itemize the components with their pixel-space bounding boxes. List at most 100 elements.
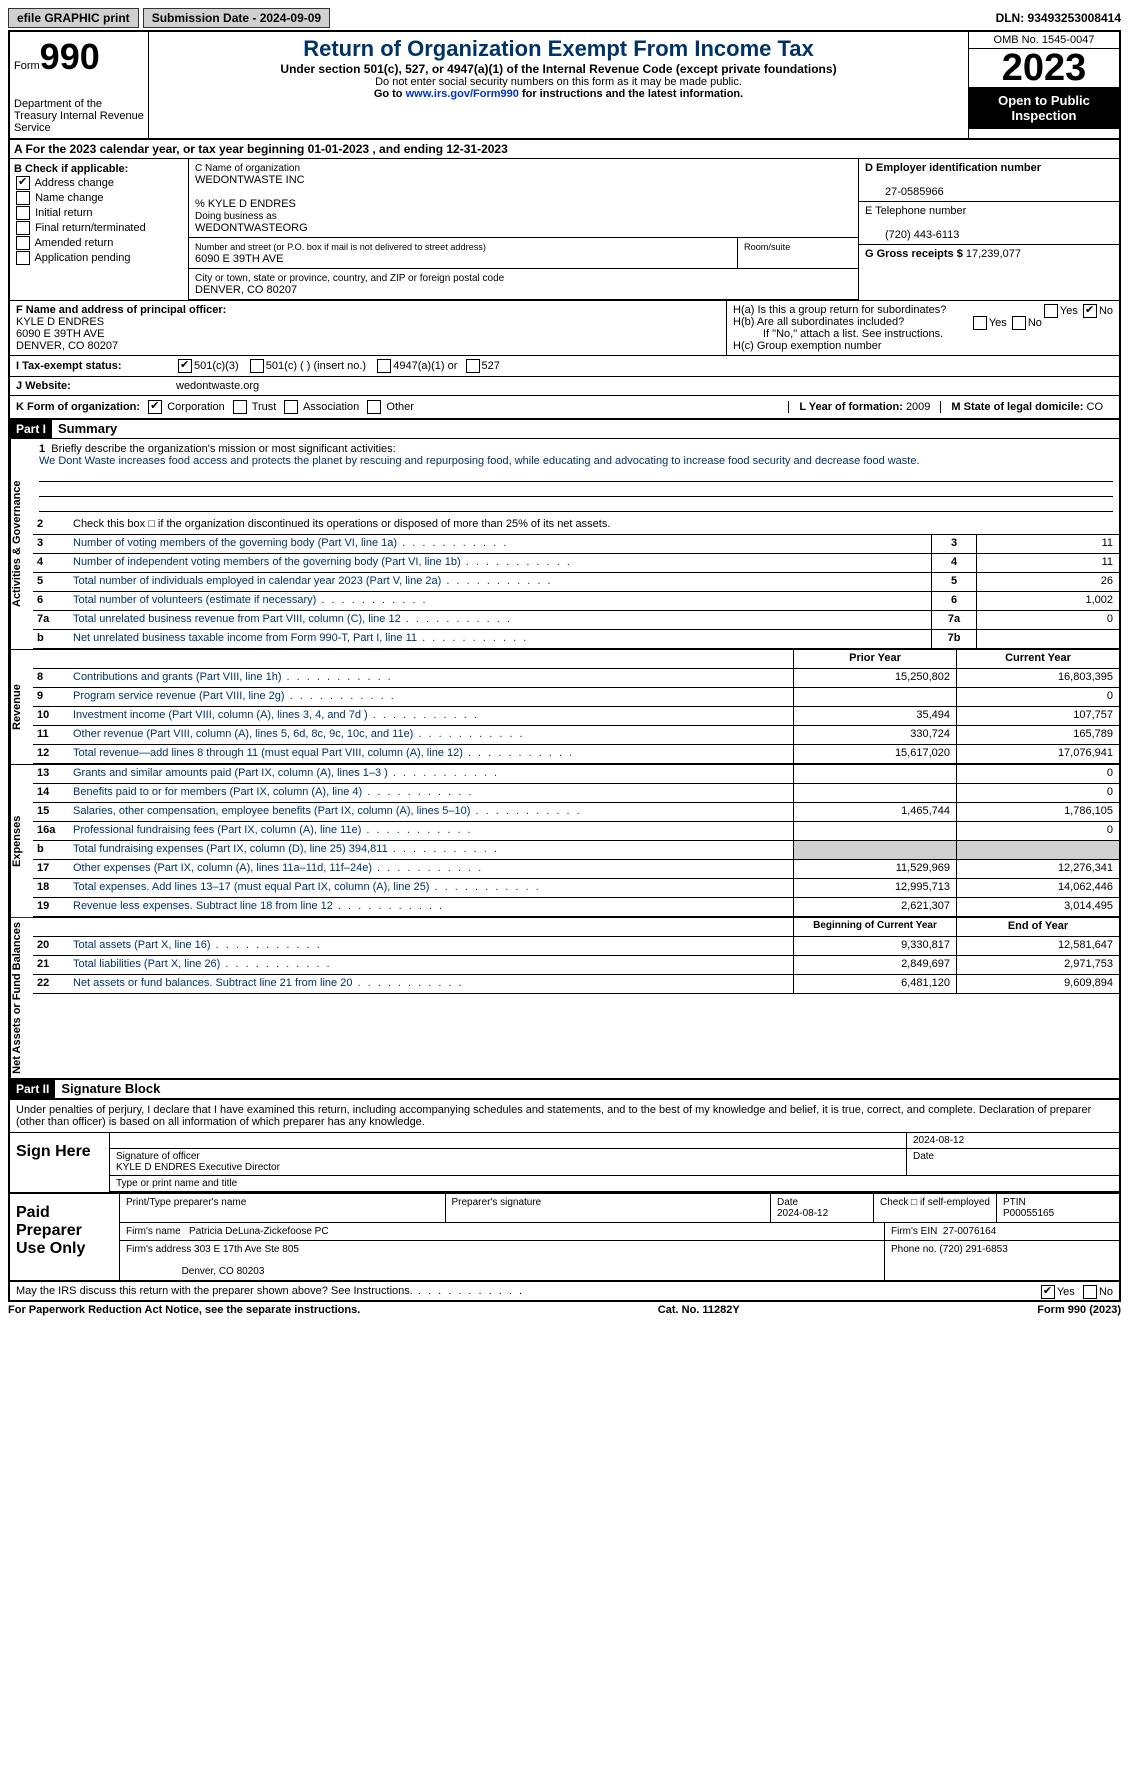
ein-value: 27-0585966 <box>865 186 944 198</box>
net-row-21: 21Total liabilities (Part X, line 26)2,8… <box>33 956 1119 975</box>
cb-final-return[interactable]: Final return/terminated <box>14 221 184 235</box>
rev-row-11: 11Other revenue (Part VIII, column (A), … <box>33 726 1119 745</box>
ha-no[interactable] <box>1083 304 1097 318</box>
open-inspection: Open to Public Inspection <box>969 87 1119 129</box>
h-c: H(c) Group exemption number <box>733 340 1113 352</box>
cb-4947[interactable] <box>377 359 391 373</box>
sign-here-label: Sign Here <box>10 1133 110 1192</box>
exp-row-15: 15Salaries, other compensation, employee… <box>33 803 1119 822</box>
cb-address-change[interactable]: Address change <box>14 176 184 190</box>
tax-year: 2023 <box>969 49 1119 87</box>
city-cell: City or town, state or province, country… <box>189 269 858 300</box>
footer-right: Form 990 (2023) <box>1037 1304 1121 1316</box>
exp-row-b: bTotal fundraising expenses (Part IX, co… <box>33 841 1119 860</box>
care-of: % KYLE D ENDRES <box>195 198 296 210</box>
form-id-block: Form990 Department of the Treasury Inter… <box>10 32 149 138</box>
discuss-yes[interactable] <box>1041 1285 1055 1299</box>
mission-text: We Dont Waste increases food access and … <box>39 455 920 467</box>
section-b-checkboxes: B Check if applicable: Address change Na… <box>10 159 189 300</box>
activities-governance-section: Activities & Governance 1 Briefly descri… <box>10 438 1119 649</box>
h-note: If "No," attach a list. See instructions… <box>733 328 1113 340</box>
form-title-block: Return of Organization Exempt From Incom… <box>149 32 968 138</box>
part2-header: Part IISignature Block <box>10 1078 1119 1098</box>
row-a-period: A For the 2023 calendar year, or tax yea… <box>10 140 1119 159</box>
gross-receipts-cell: G Gross receipts $ 17,239,077 <box>859 245 1119 263</box>
page-footer: For Paperwork Reduction Act Notice, see … <box>8 1302 1121 1318</box>
h-block: H(a) Is this a group return for subordin… <box>727 301 1119 355</box>
side-net-assets: Net Assets or Fund Balances <box>10 918 33 1078</box>
address-grid: Number and street (or P.O. box if mail i… <box>189 238 858 269</box>
h-a: H(a) Is this a group return for subordin… <box>733 304 1113 316</box>
cb-initial-return[interactable]: Initial return <box>14 206 184 220</box>
rev-row-12: 12Total revenue—add lines 8 through 11 (… <box>33 745 1119 764</box>
gov-row-b: bNet unrelated business taxable income f… <box>33 630 1119 649</box>
exp-row-13: 13Grants and similar amounts paid (Part … <box>33 765 1119 784</box>
dln: DLN: 93493253008414 <box>996 11 1121 25</box>
form-container: Form990 Department of the Treasury Inter… <box>8 30 1121 1302</box>
gov-row-3: 3Number of voting members of the governi… <box>33 535 1119 554</box>
rev-row-8: 8Contributions and grants (Part VIII, li… <box>33 669 1119 688</box>
discuss-row: May the IRS discuss this return with the… <box>10 1282 1119 1300</box>
form-title: Return of Organization Exempt From Incom… <box>157 36 960 62</box>
row-klm: K Form of organization: Corporation Trus… <box>10 395 1119 418</box>
ein-cell: D Employer identification number 27-0585… <box>859 159 1119 202</box>
hb-yes[interactable] <box>973 316 987 330</box>
hb-no[interactable] <box>1012 316 1026 330</box>
gross-receipts: 17,239,077 <box>966 248 1021 260</box>
form-number: 990 <box>40 36 100 77</box>
footer-left: For Paperwork Reduction Act Notice, see … <box>8 1304 360 1316</box>
cb-527[interactable] <box>466 359 480 373</box>
rev-header: Prior YearCurrent Year <box>33 650 1119 669</box>
room-cell: Room/suite <box>738 238 858 269</box>
phone-cell: E Telephone number (720) 443-6113 <box>859 202 1119 245</box>
cb-name-change[interactable]: Name change <box>14 191 184 205</box>
cb-assoc[interactable] <box>284 400 298 414</box>
cb-corp[interactable] <box>148 400 162 414</box>
revenue-section: Revenue Prior YearCurrent Year 8Contribu… <box>10 649 1119 764</box>
row-i-tax-status: I Tax-exempt status: 501(c)(3) 501(c) ( … <box>10 355 1119 376</box>
net-header: Beginning of Current YearEnd of Year <box>33 918 1119 937</box>
phone-value: (720) 443-6113 <box>865 229 959 241</box>
block-bcdefg: B Check if applicable: Address change Na… <box>10 159 1119 300</box>
instructions-link[interactable]: www.irs.gov/Form990 <box>406 88 519 100</box>
mission-block: 1 Briefly describe the organization's mi… <box>33 439 1119 516</box>
gov-row-4: 4Number of independent voting members of… <box>33 554 1119 573</box>
paid-preparer-grid: Paid Preparer Use Only Print/Type prepar… <box>10 1192 1119 1282</box>
b-label: B Check if applicable: <box>14 163 184 175</box>
paid-preparer-label: Paid Preparer Use Only <box>10 1194 120 1280</box>
cb-amended[interactable]: Amended return <box>14 236 184 250</box>
form-subtitle-2: Do not enter social security numbers on … <box>157 76 960 88</box>
exp-row-18: 18Total expenses. Add lines 13–17 (must … <box>33 879 1119 898</box>
website-value: wedontwaste.org <box>176 380 259 392</box>
exp-row-16a: 16aProfessional fundraising fees (Part I… <box>33 822 1119 841</box>
exp-row-14: 14Benefits paid to or for members (Part … <box>33 784 1119 803</box>
efile-button[interactable]: efile GRAPHIC print <box>8 8 139 28</box>
cb-501c[interactable] <box>250 359 264 373</box>
officer-block: F Name and address of principal officer:… <box>10 301 727 355</box>
net-row-22: 22Net assets or fund balances. Subtract … <box>33 975 1119 994</box>
side-expenses: Expenses <box>10 765 33 917</box>
form-subtitle-1: Under section 501(c), 527, or 4947(a)(1)… <box>157 62 960 76</box>
rev-row-10: 10Investment income (Part VIII, column (… <box>33 707 1119 726</box>
form-year-block: OMB No. 1545-0047 2023 Open to Public In… <box>968 32 1119 138</box>
ha-yes[interactable] <box>1044 304 1058 318</box>
cb-app-pending[interactable]: Application pending <box>14 251 184 265</box>
submission-date: Submission Date - 2024-09-09 <box>143 8 330 28</box>
sig-declaration: Under penalties of perjury, I declare th… <box>10 1098 1119 1132</box>
cb-other[interactable] <box>367 400 381 414</box>
discuss-no[interactable] <box>1083 1285 1097 1299</box>
form-header: Form990 Department of the Treasury Inter… <box>10 32 1119 140</box>
exp-row-19: 19Revenue less expenses. Subtract line 1… <box>33 898 1119 917</box>
cb-501c3[interactable] <box>178 359 192 373</box>
cb-trust[interactable] <box>233 400 247 414</box>
side-revenue: Revenue <box>10 650 33 764</box>
section-c: C Name of organization WEDONTWASTE INC %… <box>189 159 858 300</box>
check-icon <box>16 176 30 190</box>
dept-label: Department of the Treasury Internal Reve… <box>14 98 144 134</box>
line-2: 2Check this box □ if the organization di… <box>33 516 1119 535</box>
row-j-website: J Website: wedontwaste.org <box>10 376 1119 395</box>
gov-row-6: 6Total number of volunteers (estimate if… <box>33 592 1119 611</box>
dba: WEDONTWASTEORG <box>195 222 308 234</box>
form-subtitle-3: Go to www.irs.gov/Form990 for instructio… <box>157 88 960 100</box>
signature-section: Under penalties of perjury, I declare th… <box>10 1098 1119 1300</box>
